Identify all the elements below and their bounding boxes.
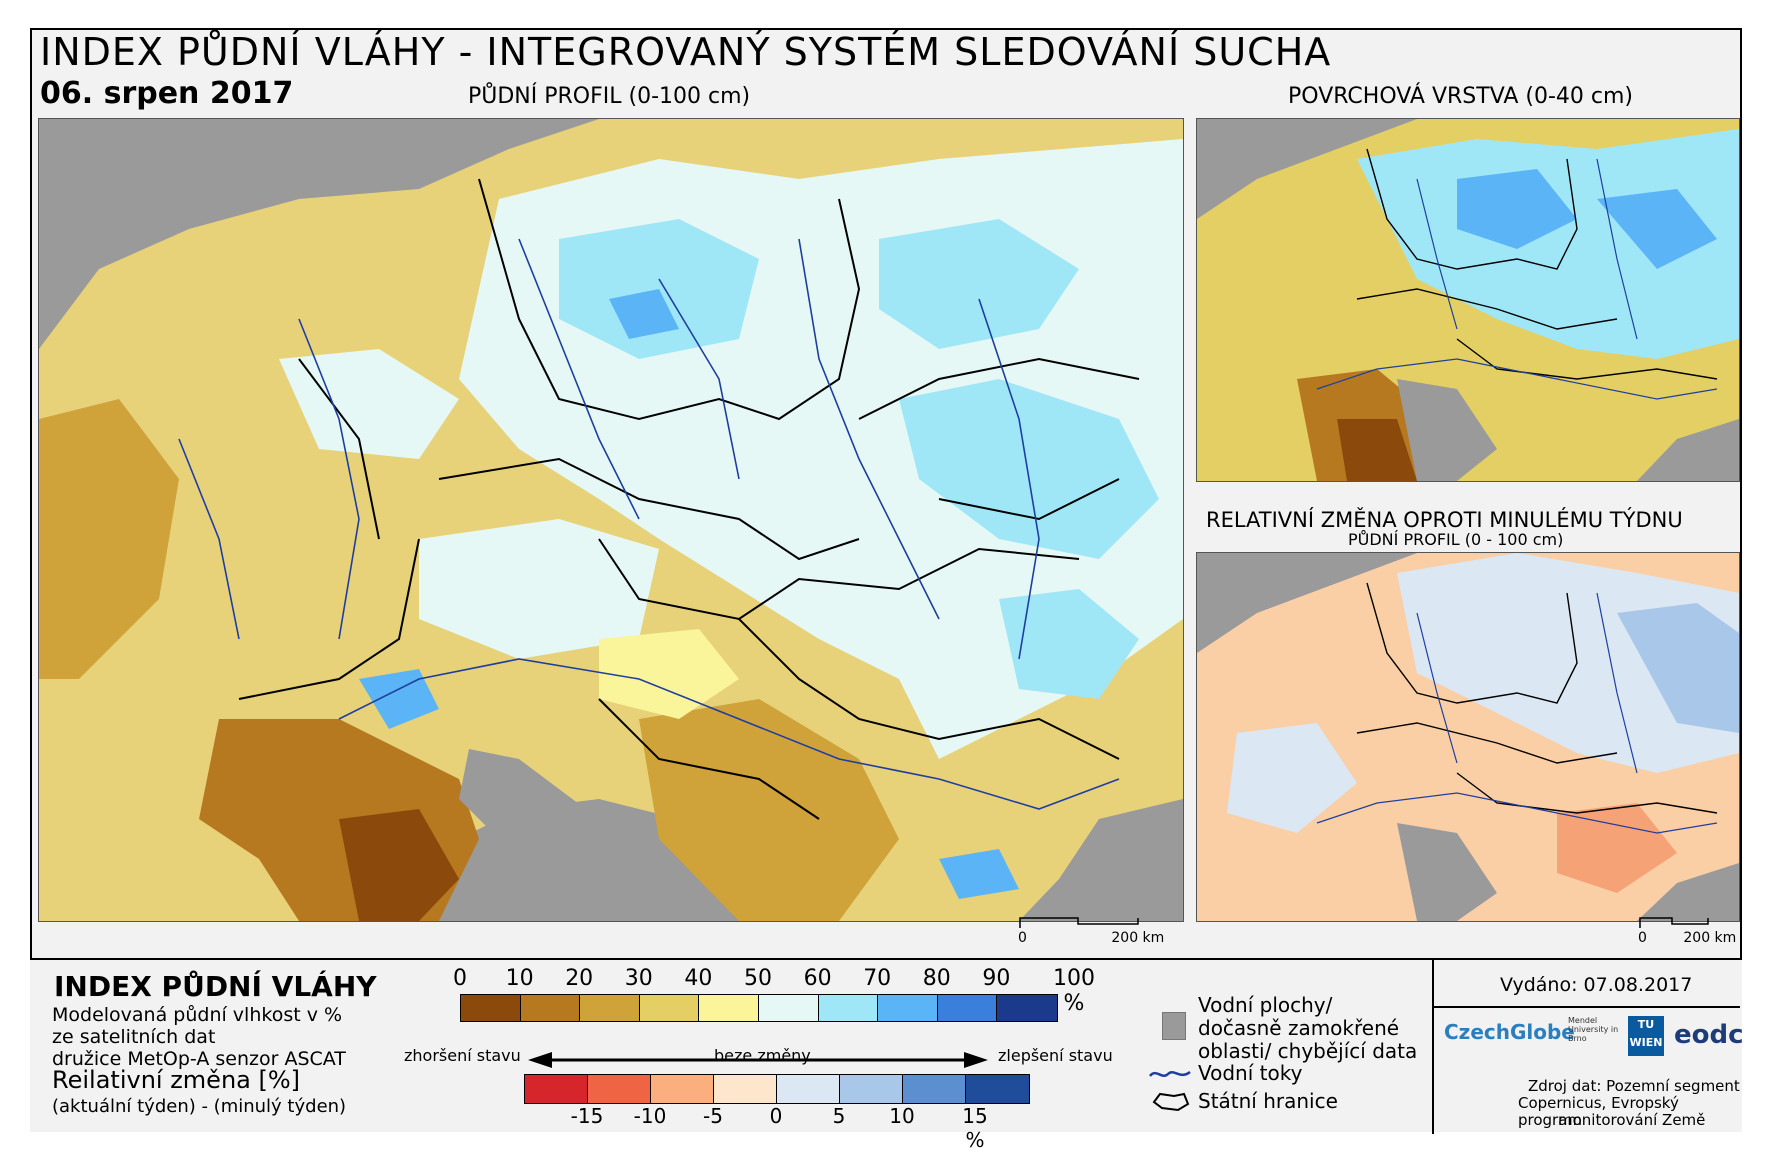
change-swatch-5	[840, 1075, 903, 1103]
border-outline-icon	[1152, 1092, 1190, 1112]
moisture-tick: 20	[565, 966, 594, 991]
main-soil-moisture-map	[38, 118, 1184, 922]
source-line-1: Zdroj dat: Pozemní segment	[1528, 1077, 1740, 1095]
moisture-tick: 100 %	[1053, 966, 1095, 1016]
moisture-tick: 10	[505, 966, 534, 991]
change-swatch-6	[903, 1075, 966, 1103]
legend-borders-label: Státní hranice	[1198, 1089, 1338, 1113]
moisture-tick: 50	[744, 966, 772, 991]
eodc-logo: eodc	[1674, 1020, 1744, 1050]
change-swatch-2	[651, 1075, 714, 1103]
water-grey-swatch	[1162, 1012, 1186, 1040]
arrow-better-label: zlepšení stavu	[998, 1046, 1113, 1065]
moisture-tick: 0	[453, 966, 467, 991]
change-swatch-7	[966, 1075, 1029, 1103]
small-scale-bar: 0 200 km	[1638, 917, 1737, 946]
change-tick: 0	[769, 1104, 783, 1128]
czechglobe-logo: CzechGlobe	[1444, 1020, 1575, 1044]
source-line-3: monitorování Země	[1558, 1111, 1706, 1129]
legend-desc-3: družice MetOp-A senzor ASCAT	[52, 1048, 346, 1070]
change-map-label: RELATIVNÍ ZMĚNA OPROTI MINULÉMU TÝDNU	[1206, 508, 1683, 532]
source-line-2: Copernicus, Evropský program	[1518, 1094, 1679, 1129]
legend-desc-1: Modelovaná půdní vlhkost v %	[52, 1004, 343, 1026]
change-tick: 5	[832, 1104, 846, 1128]
small-scale-max: 200 km	[1683, 930, 1737, 946]
main-scale-max: 200 km	[1111, 930, 1165, 946]
main-scale-zero: 0	[1018, 930, 1027, 946]
change-tick: -10	[633, 1104, 667, 1128]
legend-change-desc: (aktuální týden) - (minulý týden)	[52, 1096, 347, 1117]
change-swatch-0	[525, 1075, 588, 1103]
change-tick: 15 %	[962, 1104, 988, 1152]
moisture-tick: 80	[922, 966, 951, 991]
mendel-logo: Mendel University in Brno	[1568, 1016, 1619, 1043]
moisture-swatch-5	[758, 995, 819, 1021]
moisture-swatch-3	[639, 995, 700, 1021]
river-line-icon	[1149, 1070, 1191, 1077]
surface-layer-map	[1196, 118, 1740, 482]
legend-rivers-label: Vodní toky	[1198, 1061, 1303, 1085]
issued-divider	[1434, 1006, 1740, 1008]
moisture-swatch-9	[997, 995, 1057, 1021]
moisture-tick: 90	[982, 966, 1011, 991]
change-tick: -5	[703, 1104, 723, 1128]
moisture-swatch-7	[878, 995, 938, 1021]
change-arrow-icon	[528, 1052, 988, 1068]
right-panel-divider	[1432, 960, 1434, 1134]
issued-date: Vydáno: 07.08.2017	[1500, 974, 1693, 996]
change-map-sublabel: PŮDNÍ PROFIL (0 - 100 cm)	[1348, 530, 1564, 549]
legend-water-label: Vodní plochy/ dočasně zamokřené oblasti/…	[1198, 993, 1418, 1063]
moisture-tick: 60	[803, 966, 832, 991]
change-color-ramp	[524, 1074, 1030, 1104]
main-scale-bar: 0 200 km	[1018, 917, 1165, 946]
relative-change-map	[1196, 552, 1740, 922]
moisture-swatch-1	[520, 995, 581, 1021]
moisture-tick: 30	[624, 966, 653, 991]
moisture-swatch-8	[937, 995, 998, 1021]
moisture-swatch-0	[461, 995, 521, 1021]
change-swatch-1	[588, 1075, 651, 1103]
page-title: INDEX PŮDNÍ VLÁHY - INTEGROVANÝ SYSTÉM S…	[40, 30, 1332, 74]
moisture-swatch-4	[699, 995, 759, 1021]
change-tick: -15	[570, 1104, 604, 1128]
moisture-swatch-6	[818, 995, 879, 1021]
legend-desc-2: ze satelitních dat	[52, 1026, 216, 1048]
surface-map-label: POVRCHOVÁ VRSTVA (0-40 cm)	[1288, 84, 1633, 109]
moisture-tick: 40	[684, 966, 713, 991]
change-tick: 10	[889, 1104, 915, 1128]
change-swatch-3	[714, 1075, 777, 1103]
map-date: 06. srpen 2017	[40, 76, 294, 111]
legend-change-title: Reilativní změna [%]	[52, 1066, 301, 1094]
small-scale-zero: 0	[1638, 930, 1647, 946]
legend-title: INDEX PŮDNÍ VLÁHY	[54, 970, 377, 1003]
tuwien-logo: TU WIEN	[1628, 1016, 1664, 1056]
arrow-worse-label: zhoršení stavu	[404, 1046, 521, 1065]
moisture-color-ramp	[460, 994, 1058, 1022]
moisture-swatch-2	[580, 995, 640, 1021]
main-map-label: PŮDNÍ PROFIL (0-100 cm)	[468, 84, 751, 109]
moisture-tick: 70	[863, 966, 892, 991]
change-swatch-4	[777, 1075, 840, 1103]
legend-panel: INDEX PŮDNÍ VLÁHY Modelovaná půdní vlhko…	[30, 958, 1744, 1152]
